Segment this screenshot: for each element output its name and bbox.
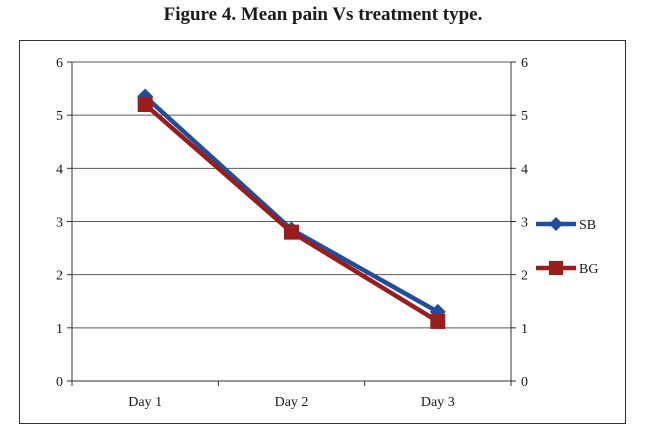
- chart-frame: [19, 40, 626, 424]
- y-tick-label: 2: [56, 269, 63, 284]
- x-tick-label: Day 3: [421, 395, 455, 410]
- data-point-bg: [284, 224, 299, 240]
- x-tick-label: Day 2: [275, 395, 309, 410]
- legend-label-sb: SB: [579, 218, 596, 233]
- legend: SB BG: [536, 217, 598, 277]
- y-tick-label: 4: [56, 162, 63, 177]
- secondary-y-tick-label: 4: [521, 162, 528, 177]
- y-tick-label: 3: [56, 216, 63, 231]
- chart-title: Figure 4. Mean pain Vs treatment type.: [163, 4, 483, 25]
- y-tick-label: 0: [56, 375, 63, 390]
- secondary-y-tick-label: 6: [521, 56, 528, 71]
- y-tick-label: 5: [56, 109, 63, 124]
- series-layer: [137, 88, 446, 329]
- y-tick-label: 6: [56, 56, 63, 71]
- x-tick-label: Day 1: [128, 395, 162, 410]
- legend-marker-bg: [549, 261, 563, 275]
- legend-label-bg: BG: [579, 262, 598, 277]
- data-point-bg: [137, 97, 153, 113]
- secondary-y-tick-label: 0: [521, 375, 528, 390]
- legend-marker-sb: [549, 217, 563, 231]
- secondary-y-tick-label: 2: [521, 269, 528, 284]
- secondary-y-tick-label: 5: [521, 109, 528, 124]
- series-line-sb: [142, 94, 441, 315]
- y-tick-label: 1: [56, 322, 63, 337]
- secondary-y-tick-label: 3: [521, 216, 528, 231]
- axes: 0 0 1 1 2 2 3 3 4 4 5 5 6 6 Day 1 Day 2 Day 3: [56, 56, 528, 410]
- data-point-bg: [430, 313, 446, 329]
- secondary-y-tick-label: 1: [521, 322, 528, 337]
